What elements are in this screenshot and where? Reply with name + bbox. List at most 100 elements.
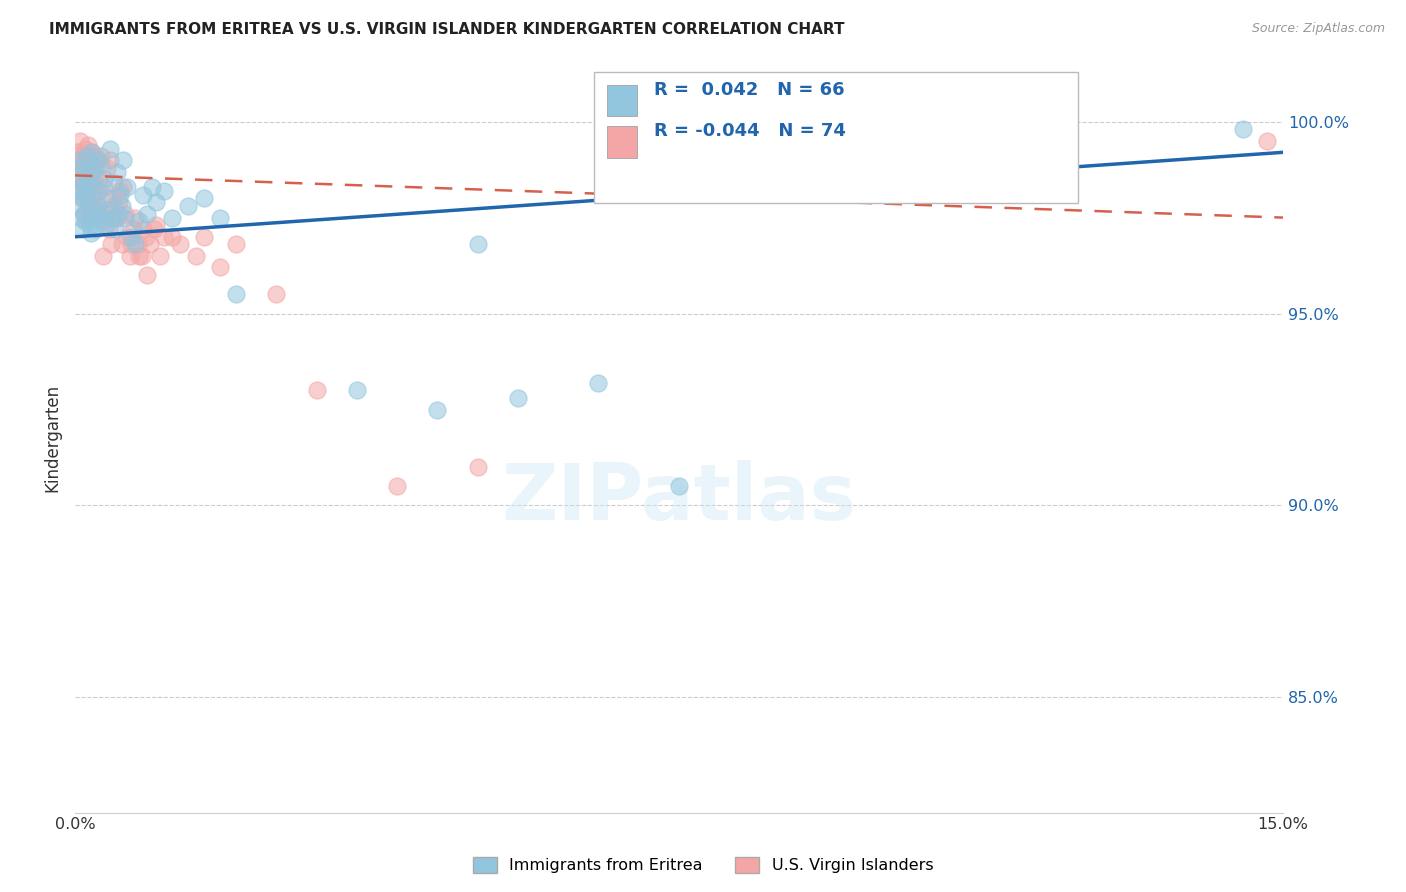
- Point: [152, 184, 174, 198]
- Point: [111, 237, 134, 252]
- Point: [145, 195, 167, 210]
- Point: [76, 169, 98, 183]
- Point: [86, 153, 108, 167]
- Point: [75, 184, 97, 198]
- Point: [69, 180, 91, 194]
- FancyBboxPatch shape: [595, 71, 1077, 202]
- Point: [112, 180, 135, 194]
- Point: [160, 211, 183, 225]
- Point: [139, 237, 162, 252]
- Point: [128, 214, 150, 228]
- Point: [127, 237, 149, 252]
- Point: [80, 145, 103, 160]
- Point: [132, 222, 155, 236]
- Point: [66, 145, 89, 160]
- Point: [84, 176, 107, 190]
- Point: [91, 211, 114, 225]
- Text: R = -0.044   N = 74: R = -0.044 N = 74: [654, 122, 845, 140]
- Point: [87, 199, 110, 213]
- Point: [89, 207, 111, 221]
- Point: [346, 384, 368, 398]
- Point: [97, 202, 120, 217]
- Point: [72, 222, 94, 236]
- Point: [90, 157, 112, 171]
- Point: [136, 268, 159, 282]
- Point: [122, 222, 145, 236]
- Point: [83, 211, 105, 225]
- Point: [104, 211, 127, 225]
- Point: [79, 211, 101, 225]
- Point: [84, 222, 107, 236]
- Point: [91, 214, 114, 228]
- Point: [94, 207, 117, 221]
- Point: [108, 184, 131, 198]
- Point: [100, 237, 122, 252]
- Point: [84, 202, 107, 217]
- Point: [75, 153, 97, 167]
- Point: [124, 211, 146, 225]
- Point: [208, 211, 231, 225]
- Point: [169, 237, 191, 252]
- Point: [426, 402, 449, 417]
- Point: [80, 187, 103, 202]
- Point: [124, 237, 146, 252]
- Text: R =  0.042   N = 66: R = 0.042 N = 66: [654, 81, 844, 99]
- Point: [208, 260, 231, 275]
- Point: [107, 207, 129, 221]
- Point: [114, 207, 136, 221]
- Point: [225, 287, 247, 301]
- Point: [93, 180, 115, 194]
- Point: [75, 187, 97, 202]
- Point: [225, 237, 247, 252]
- Point: [142, 222, 165, 236]
- Point: [105, 211, 128, 225]
- Point: [108, 187, 131, 202]
- Point: [73, 141, 96, 155]
- Point: [103, 176, 125, 190]
- Point: [141, 180, 163, 194]
- Point: [96, 161, 118, 175]
- Point: [79, 169, 101, 183]
- Point: [83, 180, 105, 194]
- Point: [668, 479, 690, 493]
- Point: [506, 391, 529, 405]
- Point: [83, 195, 105, 210]
- Point: [82, 202, 104, 217]
- Point: [148, 249, 170, 263]
- Point: [104, 222, 127, 236]
- Point: [65, 184, 87, 198]
- Point: [77, 199, 100, 213]
- Point: [120, 229, 142, 244]
- Point: [91, 249, 114, 263]
- Point: [75, 214, 97, 228]
- Point: [467, 237, 489, 252]
- Point: [86, 184, 108, 198]
- Point: [136, 207, 159, 221]
- Point: [67, 172, 90, 186]
- Point: [73, 207, 96, 221]
- Point: [93, 172, 115, 186]
- Point: [72, 161, 94, 175]
- Point: [66, 199, 89, 213]
- Point: [160, 229, 183, 244]
- Point: [1232, 122, 1254, 136]
- Point: [96, 191, 118, 205]
- Point: [118, 249, 141, 263]
- Point: [79, 219, 101, 233]
- FancyBboxPatch shape: [606, 126, 637, 158]
- Point: [84, 161, 107, 175]
- Point: [111, 199, 134, 213]
- Point: [83, 149, 105, 163]
- Point: [97, 222, 120, 236]
- Point: [101, 191, 124, 205]
- Point: [152, 229, 174, 244]
- Point: [67, 153, 90, 167]
- Point: [87, 184, 110, 198]
- Point: [132, 187, 155, 202]
- Point: [94, 219, 117, 233]
- Point: [105, 164, 128, 178]
- Point: [117, 229, 139, 244]
- Point: [67, 153, 90, 167]
- Legend: Immigrants from Eritrea, U.S. Virgin Islanders: Immigrants from Eritrea, U.S. Virgin Isl…: [467, 850, 939, 880]
- Text: ZIPatlas: ZIPatlas: [502, 460, 856, 536]
